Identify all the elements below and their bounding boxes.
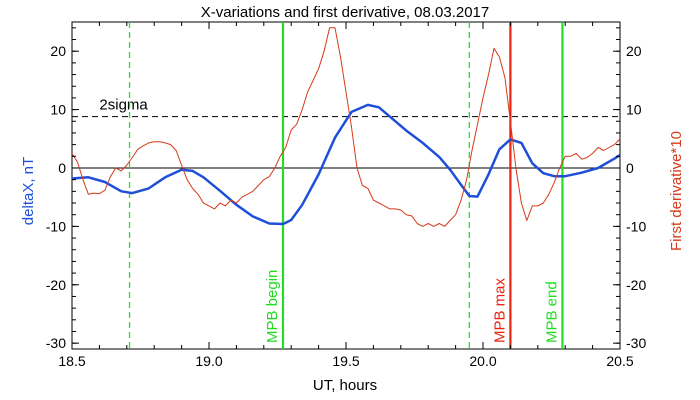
y-axis-label-right: First derivative*10	[668, 131, 685, 251]
y-tick-label-right-4: -20	[626, 277, 646, 293]
y-tick-label-right-3: -10	[626, 218, 646, 234]
series-line-derivative	[71, 27, 621, 227]
y-tick-label-right-5: -30	[626, 335, 646, 351]
marker-label-4: MPB end	[543, 281, 560, 343]
x-tick-label-0: 18.5	[58, 353, 85, 369]
y-tick-label-left-3: -10	[46, 218, 66, 234]
x-tick-label-1: 19.0	[195, 353, 222, 369]
series-line-deltaX	[71, 103, 621, 226]
y-tick-label-left-5: -30	[46, 335, 66, 351]
x-axis-label: UT, hours	[313, 377, 377, 394]
x-tick-label-2: 19.5	[332, 353, 359, 369]
x-tick-label-4: 20.5	[606, 353, 633, 369]
y-tick-label-left-2: 0	[58, 160, 66, 176]
y-tick-label-right-0: 20	[626, 43, 642, 59]
chart-title: X-variations and first derivative, 08.03…	[201, 4, 490, 21]
x-tick-label-3: 20.0	[469, 353, 496, 369]
y-axis-label-left: deltaX, nT	[20, 157, 37, 225]
y-tick-label-left-4: -20	[46, 277, 66, 293]
marker-label-3: MPB max	[491, 277, 508, 343]
y-tick-label-left-1: 10	[50, 102, 66, 118]
y-tick-label-right-2: 0	[626, 160, 634, 176]
y-tick-label-left-0: 20	[50, 43, 66, 59]
marker-label-1: MPB begin	[264, 270, 281, 343]
sigma-label: 2sigma	[99, 97, 148, 114]
plot-area: 2sigma MPB begin MPB max MPB end 18.5 19.0 19.…	[46, 21, 646, 369]
y-tick-label-right-1: 10	[626, 102, 642, 118]
